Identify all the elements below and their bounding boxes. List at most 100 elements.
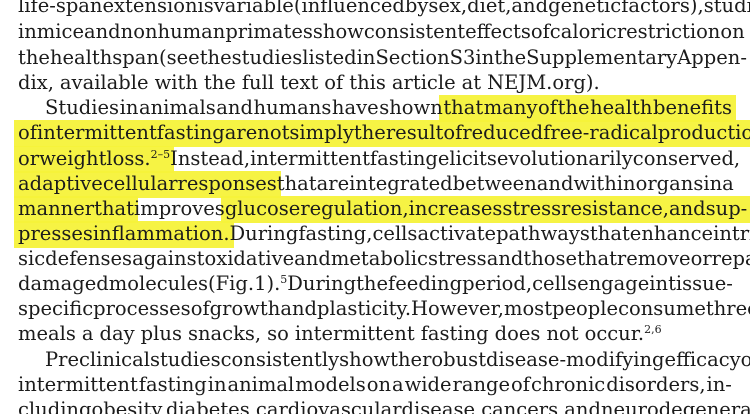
word: of bbox=[740, 348, 750, 371]
word: diabetes, bbox=[165, 398, 256, 414]
text-highlight bbox=[220, 196, 750, 223]
word: growth bbox=[209, 297, 281, 320]
word: range bbox=[452, 373, 511, 396]
citation-superscript: 5 bbox=[280, 273, 288, 286]
word: sup- bbox=[705, 197, 748, 220]
word: consume bbox=[618, 297, 706, 320]
word: responses bbox=[177, 172, 277, 195]
word: period, bbox=[462, 272, 533, 295]
word: not bbox=[546, 322, 579, 345]
word: this bbox=[349, 71, 386, 94]
word: activate bbox=[417, 222, 497, 245]
word: robust bbox=[422, 348, 487, 371]
word: Supplementary bbox=[526, 46, 678, 69]
word: against bbox=[132, 247, 205, 270]
word: on bbox=[366, 373, 392, 396]
text-line: meals a day plus snacks, so intermittent fastin… bbox=[18, 322, 732, 346]
text-line: damaged molecules (Fig. 1).5 During the feedin… bbox=[18, 272, 733, 296]
word: cluding bbox=[18, 398, 92, 414]
word: effects bbox=[465, 20, 531, 43]
word: fasting bbox=[420, 322, 489, 345]
word: However, bbox=[411, 297, 504, 320]
word: During bbox=[287, 272, 357, 295]
word: a bbox=[392, 373, 404, 396]
word: feeding bbox=[388, 272, 463, 295]
word: three bbox=[705, 297, 750, 320]
word: benefits bbox=[652, 96, 732, 119]
word: is bbox=[197, 0, 214, 17]
word: damaged bbox=[18, 272, 109, 295]
word: glucose bbox=[224, 197, 301, 220]
word: manner bbox=[18, 197, 95, 220]
word: those bbox=[523, 247, 578, 270]
word: life-span bbox=[18, 0, 103, 17]
word: (see bbox=[158, 46, 200, 69]
word: repair bbox=[711, 247, 750, 270]
word: studies bbox=[149, 348, 221, 371]
word: text bbox=[280, 71, 319, 94]
word: within bbox=[573, 172, 636, 195]
word: of bbox=[324, 71, 344, 94]
word: Appen- bbox=[677, 46, 747, 69]
word: of bbox=[530, 20, 550, 43]
word: or bbox=[18, 147, 40, 170]
word: processes bbox=[93, 297, 191, 320]
word: engage bbox=[577, 272, 650, 295]
citation-superscript: 2,6 bbox=[644, 323, 662, 336]
word: mice bbox=[36, 20, 84, 43]
word: animal bbox=[227, 373, 295, 396]
word: disorders, bbox=[606, 373, 706, 396]
text-line: dix, available with the full text of this articl… bbox=[18, 71, 732, 95]
word: of bbox=[511, 373, 530, 396]
word: and bbox=[84, 20, 121, 43]
word: defenses bbox=[45, 247, 133, 270]
word: remove bbox=[616, 247, 691, 270]
word: and bbox=[216, 96, 253, 119]
word: in bbox=[18, 20, 37, 43]
word: result bbox=[385, 121, 444, 144]
word: cellular bbox=[102, 172, 178, 195]
word: Instead, bbox=[170, 147, 251, 170]
word: studies bbox=[703, 0, 750, 17]
word: article bbox=[391, 71, 456, 94]
word: meals bbox=[18, 322, 76, 345]
word: weight bbox=[39, 147, 107, 170]
word: NEJM.org). bbox=[487, 71, 600, 94]
word: evolutionarily bbox=[496, 147, 633, 170]
word: fasting bbox=[138, 373, 207, 396]
word: at bbox=[461, 71, 482, 94]
word: plus bbox=[140, 322, 182, 345]
word: that bbox=[94, 197, 134, 220]
word: sic bbox=[18, 247, 46, 270]
word: and bbox=[486, 247, 524, 270]
word: pathways bbox=[496, 222, 590, 245]
text-highlight bbox=[14, 120, 750, 147]
word: increases bbox=[408, 197, 503, 220]
word: cells bbox=[532, 272, 578, 295]
word: the bbox=[494, 46, 527, 69]
word: most bbox=[503, 297, 553, 320]
word: tissue- bbox=[668, 272, 733, 295]
word: efficacy bbox=[664, 348, 741, 371]
word: wide bbox=[404, 373, 452, 396]
word: oxidative bbox=[204, 247, 295, 270]
text-highlight bbox=[14, 146, 175, 173]
word: many bbox=[483, 96, 538, 119]
word: occur.2,6 bbox=[584, 322, 662, 345]
word: and bbox=[511, 0, 549, 17]
word: free-radical bbox=[543, 121, 658, 144]
text-line: specific processes of growth and plasticity. H… bbox=[18, 297, 750, 321]
word: obesity, bbox=[91, 398, 166, 414]
word: loss.2–5 bbox=[106, 147, 171, 170]
word: (Fig. bbox=[208, 272, 255, 295]
word: available bbox=[59, 71, 149, 94]
text-highlight bbox=[14, 171, 281, 198]
word: not bbox=[257, 121, 290, 144]
word: factors), bbox=[621, 0, 704, 17]
text-line: or weight loss.2–5 Instead, intermittent fast… bbox=[18, 147, 740, 171]
word: studies bbox=[231, 46, 303, 69]
word: are bbox=[316, 172, 350, 195]
word: organs bbox=[635, 172, 704, 195]
word: that bbox=[276, 172, 317, 195]
word: are bbox=[224, 121, 258, 144]
